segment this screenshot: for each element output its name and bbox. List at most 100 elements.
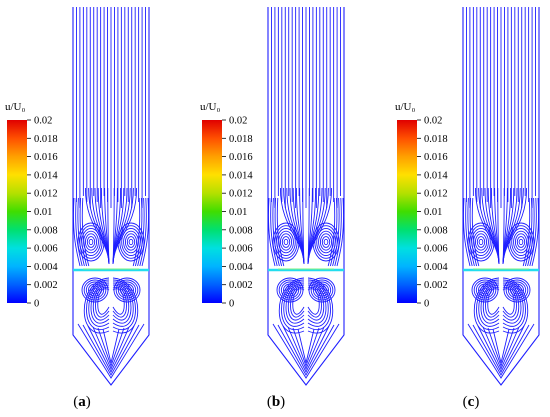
- colorbar-tick-label: 0.006: [229, 244, 253, 255]
- reactor-wall: [72, 7, 150, 386]
- recirculation-loop-left: [478, 281, 500, 327]
- streamline-cone: [82, 324, 140, 376]
- streamline-side: [531, 197, 539, 267]
- recirculation-loop-right: [502, 283, 522, 324]
- recirculation-loop-right: [502, 281, 524, 327]
- recirculation-loop-right: [112, 286, 127, 318]
- vortex-upper-left: [77, 222, 105, 262]
- colorbar-tick-label: 0.012: [34, 189, 58, 200]
- vortex-lower-left: [81, 277, 109, 303]
- vortex-lower-left: [276, 277, 304, 303]
- colorbar: u/U₀ 0.02 0.018 0.016 0.014 0.012 0.01 0.008 0.0…: [200, 101, 253, 310]
- vortex-upper-right: [119, 225, 143, 259]
- vortex-upper-right: [117, 222, 145, 262]
- recirculation-loop-right: [112, 288, 125, 315]
- streamline-side: [141, 197, 149, 267]
- recirculation-loop-right: [502, 288, 515, 315]
- colorbar-tick-label: 0.01: [229, 207, 247, 218]
- panel-caption-letter: c: [467, 394, 475, 410]
- streamlines: [267, 7, 345, 386]
- streamline-side: [332, 197, 340, 267]
- streamline-cone: [77, 323, 145, 379]
- streamline-side: [75, 197, 83, 267]
- streamline-cone: [287, 326, 325, 371]
- vortex-upper-right: [128, 238, 134, 246]
- vortex-lower-left: [471, 277, 499, 303]
- colorbar-scale: [202, 120, 222, 303]
- recirculation-loop-right: [112, 281, 134, 327]
- streamline-cone: [272, 323, 340, 379]
- recirculation-loop-left: [487, 288, 500, 315]
- vortex-upper-left: [83, 230, 99, 254]
- vortex-upper-left: [469, 225, 493, 259]
- streamlines: [72, 7, 150, 386]
- vortex-upper-right: [321, 236, 331, 248]
- vortex-lower-left: [473, 279, 497, 301]
- vortex-upper-left: [474, 233, 488, 251]
- recirculation-loop-right: [307, 286, 322, 318]
- colorbar-tick-label: 0.016: [229, 152, 253, 163]
- colorbar-tick-label: 0.014: [424, 170, 448, 181]
- recirculation-loop-left: [285, 283, 305, 324]
- colorbar-tick-label: 0.014: [229, 170, 253, 181]
- streamline-side: [329, 197, 338, 267]
- colorbar-tick-label: 0.004: [424, 262, 448, 273]
- recirculation-loop-left: [283, 281, 305, 327]
- vortex-upper-left: [276, 227, 296, 257]
- colorbar-tick-label: 0.02: [229, 116, 247, 127]
- vortex-upper-right: [514, 233, 528, 251]
- streamline-cone: [472, 324, 530, 376]
- vortex-upper-left: [473, 230, 489, 254]
- vortex-upper-left: [278, 230, 294, 254]
- vortex-upper-left: [86, 236, 96, 248]
- vortex-upper-right: [312, 222, 340, 262]
- vortex-lower-right: [507, 281, 527, 299]
- recirculation-loop-left: [88, 281, 110, 327]
- vortex-upper-right: [314, 225, 338, 259]
- vortex-upper-left: [274, 225, 298, 259]
- colorbar-tick-label: 0.02: [34, 116, 52, 127]
- streamline-side: [469, 197, 478, 267]
- vortex-upper-left: [471, 227, 491, 257]
- streamline-side: [524, 197, 533, 267]
- recirculation-loop-left: [482, 285, 500, 321]
- colorbar-tick-label: 0.01: [34, 207, 52, 218]
- streamline-side: [336, 197, 344, 267]
- vortex-upper-left: [88, 238, 94, 246]
- recirculation-loop-right: [112, 283, 132, 324]
- colorbar-tick-label: 0: [34, 299, 39, 310]
- recirculation-loop-right: [307, 281, 329, 327]
- colorbar-tick-label: 0.008: [424, 225, 448, 236]
- vortex-upper-right: [513, 230, 529, 254]
- streamline-side: [274, 197, 283, 267]
- streamline-cone: [292, 327, 320, 368]
- streamline-cone: [282, 325, 330, 374]
- vortex-upper-right: [126, 236, 136, 248]
- reactor-wall: [267, 7, 345, 386]
- colorbar-tick-label: 0.002: [34, 280, 58, 291]
- colorbar-tick-label: 0.018: [229, 134, 253, 145]
- vortex-upper-right: [316, 227, 336, 257]
- vortex-upper-right: [124, 233, 138, 251]
- recirculation-loop-right: [502, 285, 520, 321]
- streamline-side: [77, 197, 85, 267]
- recirculation-loop-left: [95, 286, 110, 318]
- streamline-side: [73, 197, 81, 267]
- colorbar-tick-label: 0.004: [229, 262, 253, 273]
- streamline-cone: [492, 328, 510, 364]
- streamline-side: [137, 197, 145, 267]
- streamline-side: [529, 197, 537, 267]
- streamline-side: [268, 197, 276, 267]
- streamline-side: [465, 197, 473, 267]
- recirculation-loop-left: [90, 283, 110, 324]
- vortex-lower-right: [308, 277, 336, 303]
- recirculation-loop-left: [290, 286, 305, 318]
- colorbar-title: u/U₀: [5, 101, 26, 113]
- recirculation-loop-right: [307, 285, 325, 321]
- colorbar-tick-label: 0: [424, 299, 429, 310]
- vortex-upper-right: [518, 238, 524, 246]
- vortex-lower-right: [113, 277, 141, 303]
- colorbar: u/U₀ 0.02 0.018 0.016 0.014 0.012 0.01 0.008 0.0…: [5, 101, 58, 310]
- vortex-upper-right: [511, 227, 531, 257]
- recirculation-loop-right: [112, 285, 130, 321]
